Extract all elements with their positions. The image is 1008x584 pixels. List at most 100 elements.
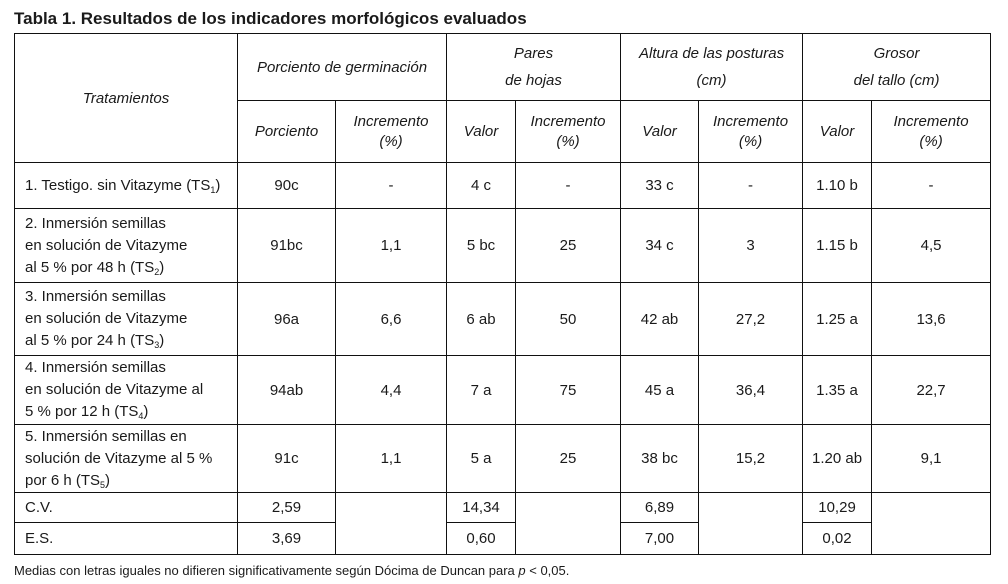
- treatment-cell: 4. Inmersión semillas en solución de Vita…: [14, 355, 238, 425]
- treatment-text: 1. Testigo. sin Vitazyme (TS: [25, 176, 211, 194]
- grosor-val-cell: 1.15 b: [802, 208, 873, 283]
- stat-empty: [334, 492, 448, 555]
- header-line: Incremento: [893, 112, 969, 130]
- subheader-valor: Valor: [446, 100, 517, 163]
- results-table: Tratamientos Porciento de germinación Pa…: [14, 33, 992, 555]
- subscript: 5: [100, 479, 106, 490]
- treatment-cell: 3. Inmersión semillas en solución de Vita…: [14, 282, 238, 356]
- grosor-inc-cell: 13,6: [871, 282, 992, 356]
- treatment-text: ): [215, 176, 221, 194]
- header-line: (%): [919, 132, 943, 150]
- treatment-text: por 6 h (TS: [25, 471, 101, 489]
- germ-inc-cell: 4,4: [334, 355, 448, 425]
- table-title: Tabla 1. Resultados de los indicadores m…: [14, 9, 527, 28]
- germ-inc-cell: -: [334, 162, 448, 209]
- header-line: (cm): [696, 72, 727, 89]
- stat-label: E.S.: [14, 522, 238, 555]
- treatment-text: 3. Inmersión semillas: [25, 288, 166, 305]
- germ-pct-cell: 91c: [237, 424, 336, 493]
- grosor-val-cell: 1.20 ab: [802, 424, 873, 493]
- treatment-text: en solución de Vitazyme: [25, 310, 188, 327]
- grosor-inc-cell: 22,7: [871, 355, 992, 425]
- subheader-valor: Valor: [802, 100, 873, 163]
- grosor-val-cell: 1.35 a: [802, 355, 873, 425]
- altura-inc-cell: 36,4: [698, 355, 804, 425]
- header-row-groups: Tratamientos Porciento de germinación Pa…: [14, 33, 992, 163]
- treatment-text: 4. Inmersión semillas: [25, 359, 166, 376]
- stat-hojas: 0,60: [446, 522, 517, 555]
- altura-inc-cell: 15,2: [698, 424, 804, 493]
- hojas-val-cell: 5 bc: [446, 208, 517, 283]
- hojas-inc-cell: 50: [515, 282, 622, 356]
- germ-inc-cell: 1,1: [334, 424, 448, 493]
- subheader-porciento: Porciento: [237, 100, 336, 163]
- table-row: 4. Inmersión semillas en solución de Vita…: [14, 355, 992, 425]
- treatment-cell: 1. Testigo. sin Vitazyme (TS1): [14, 162, 238, 209]
- header-line: Grosor: [873, 45, 920, 62]
- footnote-text: Medias con letras iguales no difieren si…: [14, 563, 519, 578]
- footnote-p: p: [518, 563, 526, 578]
- header-line: Incremento: [530, 112, 606, 130]
- footnote: Medias con letras iguales no difieren si…: [14, 563, 569, 578]
- stat-empty: [698, 492, 804, 555]
- header-line: del tallo (cm): [853, 72, 940, 89]
- subheader-incremento: Incremento (%): [334, 100, 448, 163]
- treatment-text: 2. Inmersión semillas: [25, 214, 166, 232]
- header-row-sub: Porciento Incremento (%) Valor Incremento…: [15, 100, 992, 163]
- header-line: (%): [379, 132, 403, 150]
- header-tratamientos: Tratamientos: [14, 33, 238, 163]
- subscript: 2: [154, 266, 160, 277]
- germ-inc-cell: 1,1: [334, 208, 448, 283]
- stat-hojas: 14,34: [446, 492, 517, 523]
- germ-pct-cell: 90c: [237, 162, 336, 209]
- altura-inc-cell: 27,2: [698, 282, 804, 356]
- header-grosor: Grosor del tallo (cm): [802, 33, 992, 101]
- altura-val-cell: 33 c: [620, 162, 700, 209]
- table-row: 1. Testigo. sin Vitazyme (TS1) 90c - 4 c…: [14, 162, 992, 209]
- header-line: (%): [738, 132, 763, 150]
- subheader-incremento: Incremento (%): [515, 100, 622, 163]
- hojas-val-cell: 4 c: [446, 162, 517, 209]
- treatment-text: en solución de Vitazyme al: [25, 381, 204, 398]
- altura-val-cell: 42 ab: [620, 282, 700, 356]
- hojas-val-cell: 5 a: [446, 424, 517, 493]
- stat-empty: [871, 492, 992, 555]
- altura-val-cell: 45 a: [620, 355, 700, 425]
- treatment-text: ): [159, 332, 165, 349]
- header-line: Pares: [513, 45, 554, 62]
- stat-empty: [515, 492, 622, 555]
- germ-pct-cell: 91bc: [237, 208, 336, 283]
- stat-label: C.V.: [14, 492, 238, 523]
- stat-row-es: E.S. 3,69 0,60 7,00 0,02: [14, 522, 991, 555]
- table-row: 2. Inmersión semillas en solución de Vita…: [14, 208, 992, 283]
- header-line: de hojas: [505, 72, 562, 89]
- altura-val-cell: 38 bc: [620, 424, 700, 493]
- header-pares-hojas: Pares de hojas: [446, 33, 622, 101]
- treatment-text: 5. Inmersión semillas en: [25, 427, 187, 445]
- treatment-text: en solución de Vitazyme: [25, 236, 188, 254]
- stat-altura: 7,00: [620, 522, 700, 555]
- table-row: 5. Inmersión semillas en solución de Vita…: [14, 424, 992, 493]
- subheader-valor: Valor: [620, 100, 700, 163]
- hojas-inc-cell: 25: [515, 208, 622, 283]
- subscript: 1: [210, 184, 216, 195]
- stat-grosor: 10,29: [802, 492, 873, 523]
- treatment-cell: 2. Inmersión semillas en solución de Vita…: [14, 208, 238, 283]
- hojas-inc-cell: 25: [515, 424, 622, 493]
- hojas-val-cell: 6 ab: [446, 282, 517, 356]
- stat-germ: 2,59: [237, 492, 336, 523]
- stat-altura: 6,89: [620, 492, 700, 523]
- treatment-text: ): [143, 403, 149, 420]
- stat-grosor: 0,02: [802, 522, 873, 555]
- header-line: Altura de las posturas: [638, 45, 785, 62]
- header-altura: Altura de las posturas (cm): [620, 33, 804, 101]
- grosor-inc-cell: -: [871, 162, 992, 209]
- altura-inc-cell: -: [698, 162, 804, 209]
- grosor-inc-cell: 4,5: [871, 208, 992, 283]
- hojas-val-cell: 7 a: [446, 355, 517, 425]
- germ-pct-cell: 94ab: [237, 355, 336, 425]
- treatment-text: ): [159, 258, 165, 276]
- treatment-text: al 5 % por 24 h (TS: [25, 332, 155, 349]
- subscript: 3: [154, 340, 160, 350]
- treatment-text: 5 % por 12 h (TS: [25, 403, 139, 420]
